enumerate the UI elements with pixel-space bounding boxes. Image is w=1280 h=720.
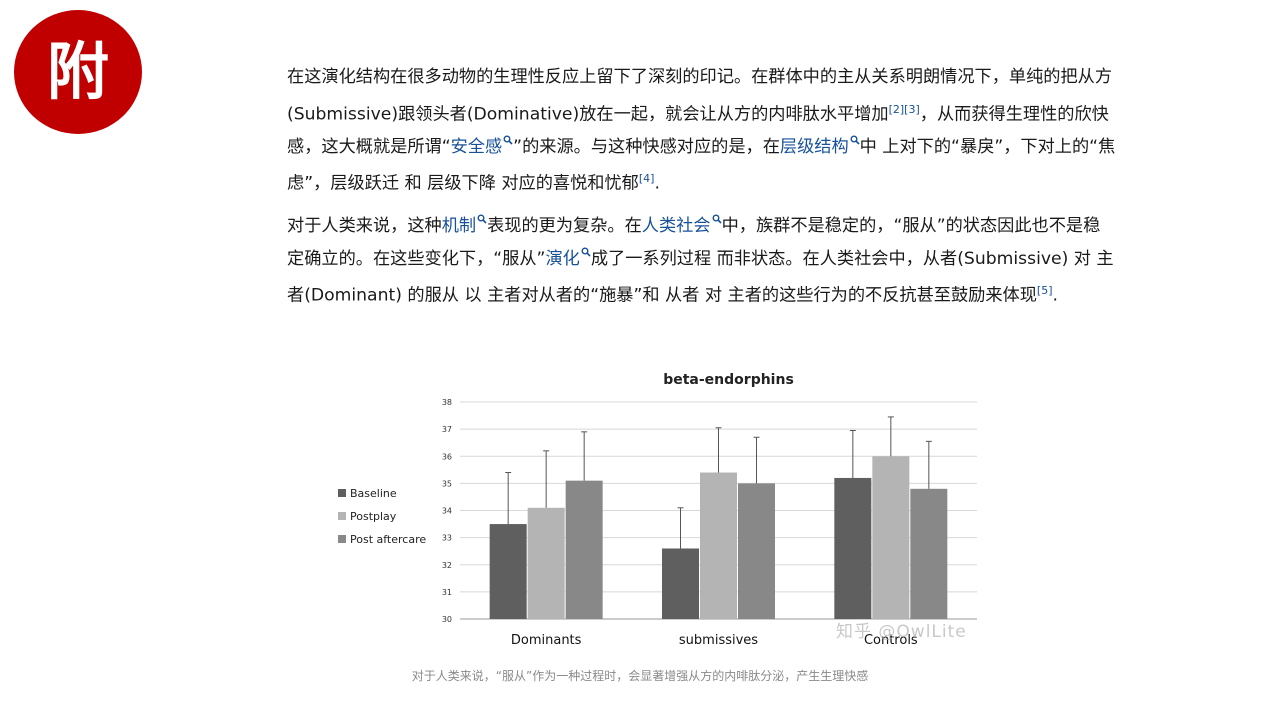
citation-link[interactable]: [3] [904,102,920,116]
y-tick-label: 34 [442,507,452,516]
bar-post-aftercare [910,488,948,619]
citation-link[interactable]: [2] [888,102,905,116]
x-category-label: Controls [864,633,918,648]
legend-swatch [338,512,346,520]
watermark: 知乎 @OwlLite [836,622,967,642]
bar-baseline [834,477,872,619]
paragraph-text: 在这演化结构在很多动物的生理性反应上留下了深刻的印记。在群体中的主从关系明朗情况… [287,67,1113,125]
search-icon [850,135,860,145]
search-icon [477,214,487,224]
y-tick-label: 38 [442,398,452,407]
bar-postplay [872,456,910,619]
chart-title: beta-endorphins [663,372,794,388]
keyword-link[interactable]: 演化 [545,248,580,269]
y-tick-label: 36 [442,452,452,461]
keyword-link[interactable]: 人类社会 [641,216,711,236]
legend-label: Post aftercare [350,533,426,546]
beta-endorphins-chart: beta-endorphins 30 31 32 33 34 35 36 37 38 Dominan… [320,360,1000,660]
y-tick-label: 32 [442,561,452,570]
citation-link[interactable]: [5] [1036,284,1053,297]
paragraph-2: 对于人类来说，这种机制 表现的更为复杂。在人类社会 中，族群不是稳定的，“服从”的状… [287,210,1117,312]
bar-postplay [527,507,565,619]
x-category-label: Dominants [511,633,582,648]
bar-baseline [489,524,527,619]
citation-link[interactable]: [4] [638,172,655,186]
bar-postplay [700,472,737,619]
y-tick-label: 30 [442,615,452,624]
bar-post-aftercare [565,480,603,619]
keyword-link[interactable]: 层级结构 [779,136,849,157]
legend-swatch [338,489,346,497]
y-tick-label: 35 [442,479,452,488]
search-icon [581,247,591,257]
paragraph-text: . [654,173,660,194]
paragraph-text: 成了一系列过程 而非状态。在人类社会中，从者(Submissive) 对 主者(… [287,248,1114,306]
search-icon [503,135,513,145]
search-icon [712,214,722,224]
badge-character: 附 [46,35,109,108]
y-tick-label: 31 [442,588,452,597]
section-badge: 附 [14,10,142,134]
paragraph-text: 中，族群不是稳定的，“服从”的状态因此也不是稳定确立的。在这些变化下，“服从” [287,216,1101,269]
paragraph-text: ”的来源。与这种快感对应的是，在 [513,136,780,157]
paragraph-text: 对于人类来说，这种 [287,216,442,236]
paragraph-text: . [1052,285,1058,306]
x-category-label: submissives [679,633,758,648]
keyword-link[interactable]: 安全感 [450,136,503,157]
paragraph-text: ，从而获得生理性的欣快感，这大概就是所谓“ [287,104,1109,157]
bar-post-aftercare [738,483,775,619]
chart-svg: beta-endorphins 30 31 32 33 34 35 36 37 38 Dominan… [338,372,977,648]
figure-caption: 对于人类来说，“服从”作为一种过程时，会显著增强从方的内啡肽分泌，产生生理快感 [411,669,869,683]
paragraph-text: 中 上对下的“暴戾”，下对上的“焦虑”，层级跃迁 和 层级下降 对应的喜悦和忧郁 [287,136,1116,194]
bar-baseline [662,548,699,619]
keyword-link[interactable]: 机制 [441,216,477,236]
legend-label: Postplay [350,510,397,523]
paragraph-text: 表现的更为复杂。在 [487,216,642,236]
legend-label: Baseline [350,487,397,500]
y-tick-label: 37 [442,425,452,434]
legend-swatch [338,535,346,543]
y-tick-label: 33 [442,534,452,543]
paragraph-1: 在这演化结构在很多动物的生理性反应上留下了深刻的印记。在群体中的主从关系明朗情况… [287,61,1117,200]
